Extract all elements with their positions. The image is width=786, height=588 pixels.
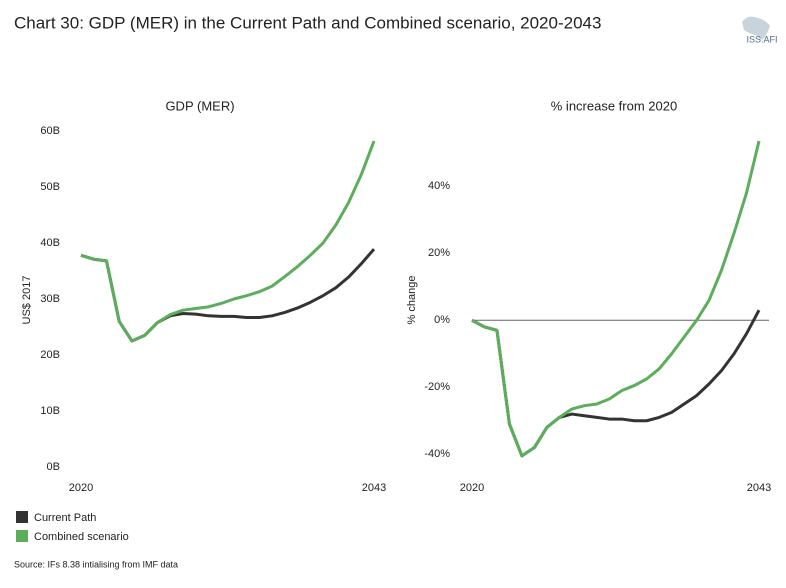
y-tick-label: -20% (424, 381, 450, 393)
y-tick-label: -40% (424, 448, 450, 460)
y-tick-label: 30B (40, 293, 60, 305)
panel-title: GDP (MER) (165, 98, 234, 113)
y-axis-label: US$ 2017 (21, 276, 33, 325)
logo-text: ISS.AFI (746, 34, 777, 44)
legend-swatch (16, 530, 28, 542)
legend-label: Current Path (34, 512, 96, 524)
y-tick-label: 20B (40, 349, 60, 361)
title: Chart 30: GDP (MER) in the Current Path … (14, 13, 601, 32)
y-tick-label: 10B (40, 405, 60, 417)
source: Source: IFs 8.38 intialising from IMF da… (14, 559, 178, 569)
x-tick-label: 2020 (69, 482, 93, 494)
y-tick-label: 40B (40, 237, 60, 249)
legend-label: Combined scenario (34, 531, 129, 543)
y-tick-label: 0B (47, 461, 60, 473)
logo-map (742, 16, 770, 40)
y-tick-label: 20% (428, 247, 450, 259)
x-tick-label: 2043 (747, 482, 771, 494)
x-tick-label: 2020 (460, 482, 484, 494)
series-line (80, 248, 376, 343)
series-line (80, 140, 376, 343)
y-tick-label: 40% (428, 180, 450, 192)
series-line (471, 140, 761, 458)
legend-swatch (16, 511, 28, 523)
y-tick-label: 60B (40, 125, 60, 137)
series-line (471, 309, 761, 458)
panel-title: % increase from 2020 (551, 98, 677, 113)
y-tick-label: 50B (40, 181, 60, 193)
y-tick-label: 0% (434, 314, 450, 326)
logo: ISS.AFI (742, 16, 778, 44)
x-tick-label: 2043 (362, 482, 386, 494)
y-axis-label: % change (406, 276, 418, 325)
